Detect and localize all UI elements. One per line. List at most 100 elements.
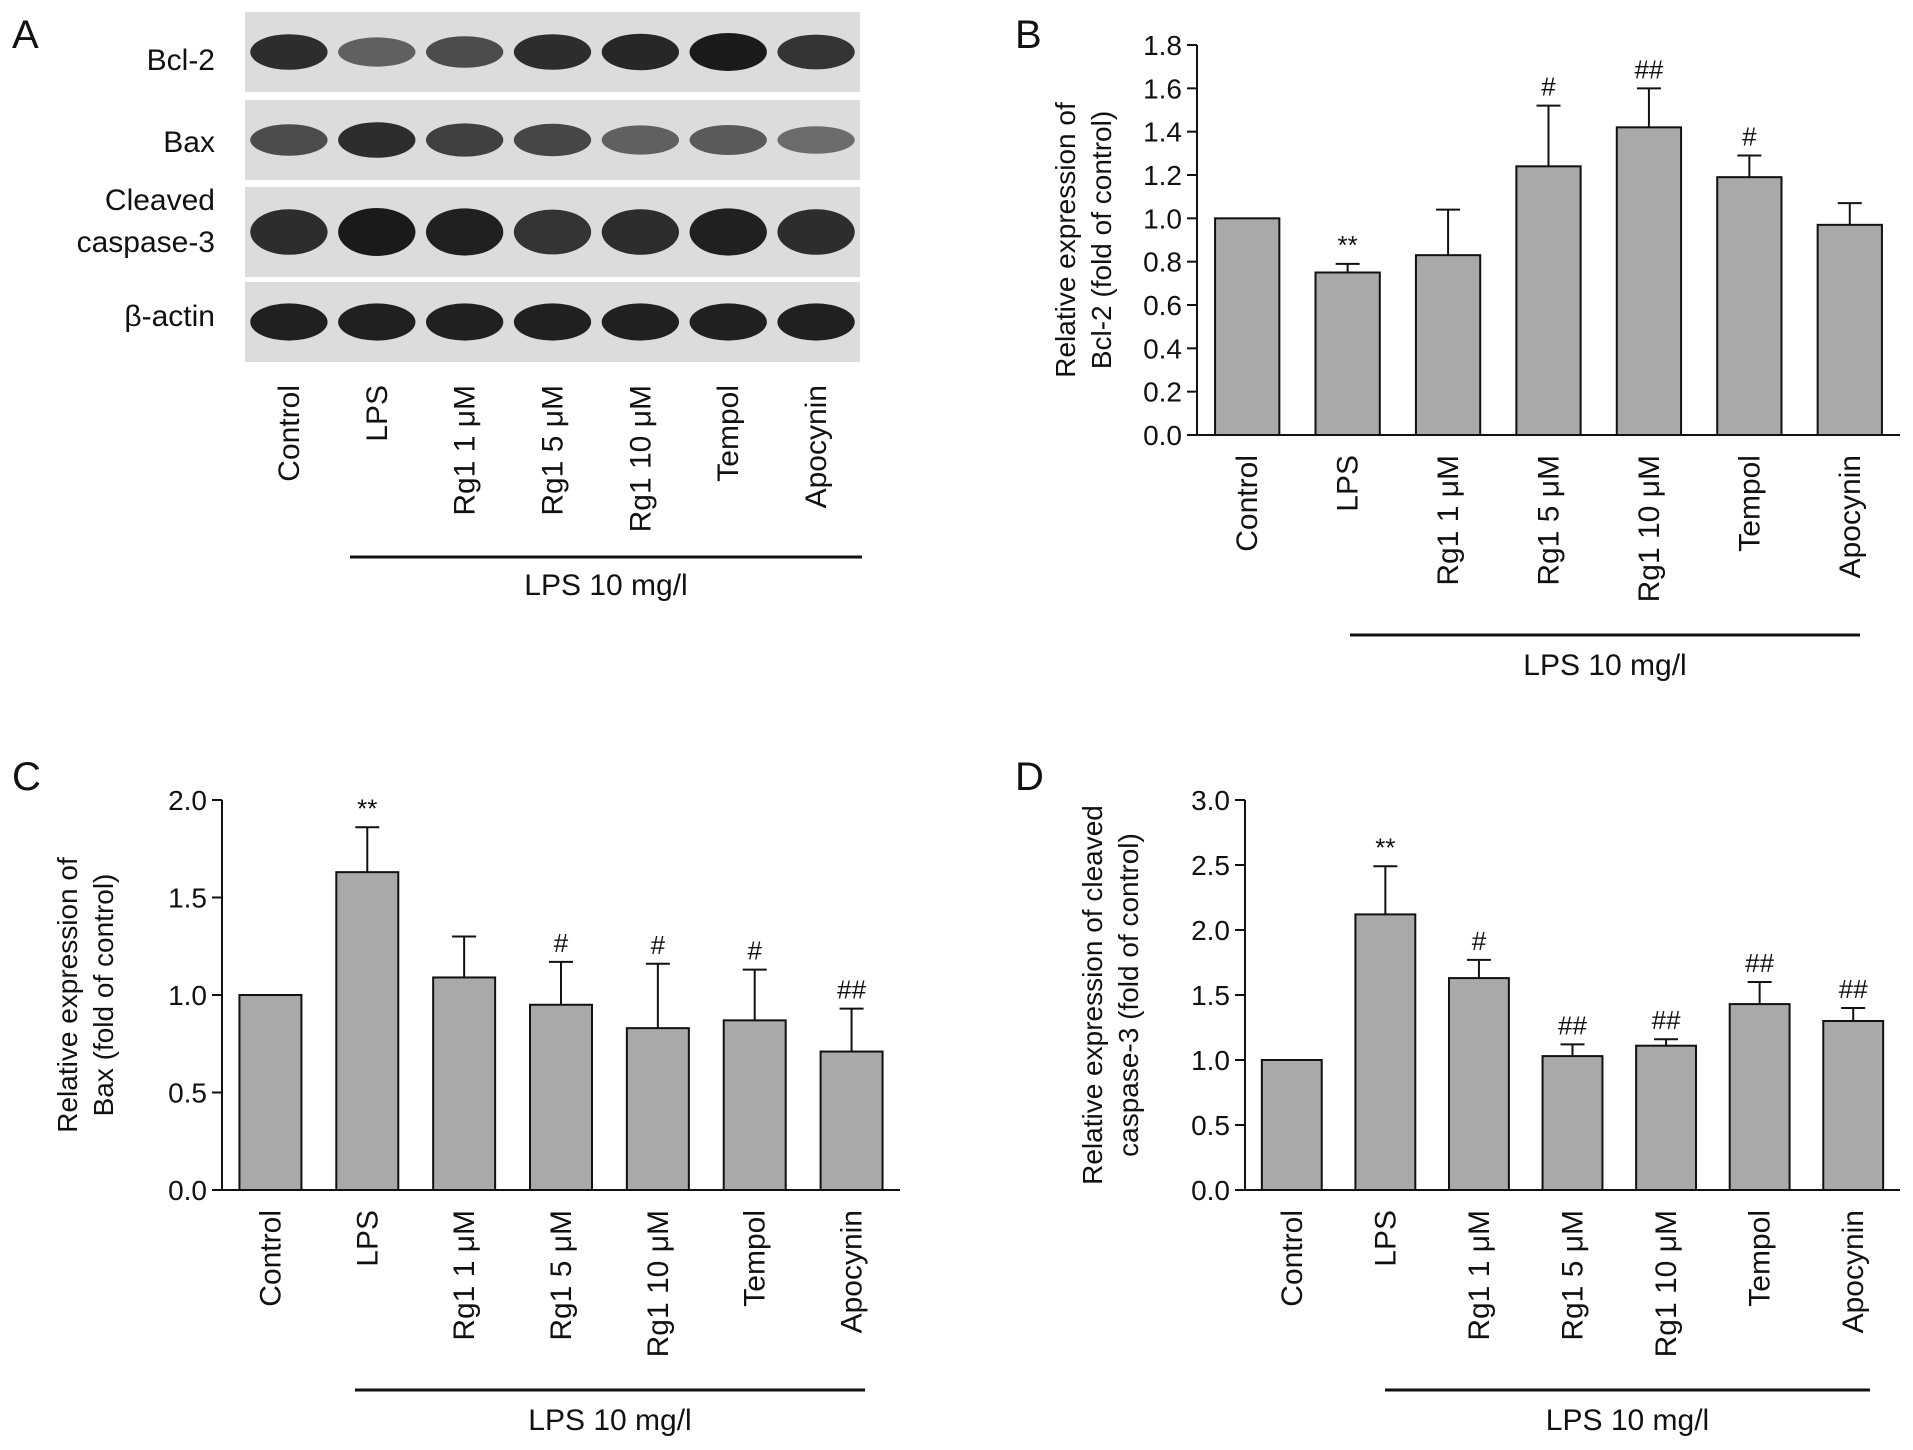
significance-mark: # — [747, 936, 762, 966]
bar — [1615, 126, 1683, 436]
bar — [1728, 1003, 1791, 1191]
bar — [1260, 1059, 1323, 1191]
blot-row-label: Bax — [163, 126, 215, 159]
blot-band — [250, 303, 328, 341]
x-tick-label: Tempol — [739, 1210, 772, 1307]
significance-mark: # — [554, 928, 569, 958]
bar — [432, 976, 497, 1192]
blot-band — [425, 123, 504, 157]
bar — [1414, 254, 1482, 436]
y-tick-label: 1.2 — [1143, 160, 1182, 191]
blot-band — [513, 34, 592, 70]
blot-band — [601, 209, 680, 255]
blot-band — [601, 33, 680, 71]
blot-band — [689, 303, 767, 341]
panel-letter-c: C — [12, 755, 41, 799]
blot-lane-label: LPS — [361, 385, 394, 442]
y-tick-label: 3.0 — [1191, 785, 1230, 816]
blot-lane-label: Control — [273, 385, 306, 482]
significance-mark: # — [1742, 122, 1757, 152]
significance-mark: ## — [1558, 1010, 1587, 1040]
treatment-label: LPS 10 mg/l — [1546, 1404, 1709, 1437]
significance-mark: ## — [1839, 974, 1868, 1004]
blot-band — [250, 209, 328, 255]
blot-lane-label: Rg1 10 μM — [624, 385, 657, 532]
bar — [1635, 1044, 1698, 1191]
x-tick-label: Apocynin — [836, 1210, 869, 1333]
blot-lane-label: Rg1 5 μM — [537, 385, 570, 516]
blot-band — [513, 209, 592, 255]
blot-band — [777, 34, 855, 70]
bar — [1214, 217, 1281, 436]
blot-band — [777, 209, 855, 255]
y-tick-label: 0.0 — [168, 1175, 207, 1206]
significance-mark: ## — [1745, 948, 1774, 978]
significance-mark: ## — [1634, 54, 1663, 84]
blot-band — [250, 124, 328, 156]
blot-band — [425, 36, 504, 68]
significance-mark: ## — [837, 975, 866, 1005]
bar — [819, 1050, 884, 1192]
bar — [238, 994, 303, 1191]
x-tick-label: Rg1 10 μM — [1633, 455, 1666, 602]
y-tick-label: 2.0 — [168, 785, 207, 816]
x-tick-label: Tempol — [1733, 455, 1766, 552]
bar — [1447, 977, 1510, 1191]
significance-mark: # — [651, 930, 666, 960]
significance-mark: ## — [1652, 1005, 1681, 1035]
blot-band — [777, 126, 855, 154]
x-tick-label: Rg1 10 μM — [1650, 1210, 1683, 1357]
blot-band — [689, 33, 767, 71]
y-tick-label: 2.0 — [1191, 915, 1230, 946]
blot-lane-label: Apocynin — [800, 385, 833, 508]
significance-mark: # — [1472, 926, 1487, 956]
y-axis-label: Relative expression of cleaved — [1077, 805, 1108, 1185]
y-tick-label: 2.5 — [1191, 850, 1230, 881]
x-tick-label: Apocynin — [1834, 455, 1867, 578]
blot-lane-label: Tempol — [712, 385, 745, 482]
y-tick-label: 0.2 — [1143, 377, 1182, 408]
bar — [1816, 223, 1883, 436]
panel-letter-a: A — [12, 13, 39, 57]
y-tick-label: 1.4 — [1143, 117, 1182, 148]
significance-mark: ** — [1338, 230, 1358, 260]
blot-band — [338, 303, 416, 341]
y-tick-label: 1.0 — [1143, 203, 1182, 234]
treatment-label: LPS 10 mg/l — [1523, 649, 1686, 682]
western-blot-panel: A Bcl-2 Bax Cleaved caspase-3 β-actin Control… — [12, 12, 862, 602]
y-tick-label: 0.4 — [1143, 333, 1182, 364]
x-tick-label: Rg1 5 μM — [545, 1210, 578, 1341]
x-tick-label: Control — [254, 1210, 287, 1307]
blot-band — [425, 303, 504, 341]
x-tick-label: Rg1 10 μM — [642, 1210, 675, 1357]
x-tick-label: Rg1 1 μM — [448, 1210, 481, 1341]
x-tick-label: Rg1 5 μM — [1533, 455, 1566, 586]
y-axis-label: caspase-3 (fold of control) — [1113, 833, 1144, 1157]
bar — [722, 1019, 787, 1191]
x-tick-label: Apocynin — [1837, 1210, 1870, 1333]
bar — [1314, 271, 1381, 436]
panel-letter-d: D — [1015, 755, 1044, 799]
blot-band — [601, 125, 680, 155]
blot-band — [338, 208, 416, 256]
x-tick-label: Control — [1276, 1210, 1309, 1307]
blot-lane-label: Rg1 1 μM — [449, 385, 482, 516]
blot-band — [425, 208, 504, 256]
y-tick-label: 1.0 — [1191, 1045, 1230, 1076]
treatment-label: LPS 10 mg/l — [528, 1404, 691, 1437]
blot-band — [250, 34, 328, 70]
y-axis-label: Relative expression of — [1050, 102, 1081, 378]
blot-band — [689, 125, 767, 155]
blot-row-label: Cleaved — [105, 184, 215, 217]
significance-mark: # — [1541, 72, 1556, 102]
blot-image: Bcl-2 Bax Cleaved caspase-3 β-actin Control LP… — [77, 12, 862, 602]
y-tick-label: 0.8 — [1143, 247, 1182, 278]
cleaved-caspase3-bar-chart: D 0.0 0.5 1.0 1.5 2.0 2.5 3.0 Relative expressi… — [1015, 755, 1900, 1437]
x-tick-label: Rg1 1 μM — [1432, 455, 1465, 586]
blot-band — [513, 123, 592, 157]
bcl2-bar-chart: B 0.0 0.2 0.4 0.6 0.8 1.0 1.2 1.4 1.6 1.8 Relative… — [1015, 13, 1900, 682]
y-tick-label: 1.0 — [168, 980, 207, 1011]
y-tick-label: 0.0 — [1143, 420, 1182, 451]
blot-band — [689, 208, 767, 256]
